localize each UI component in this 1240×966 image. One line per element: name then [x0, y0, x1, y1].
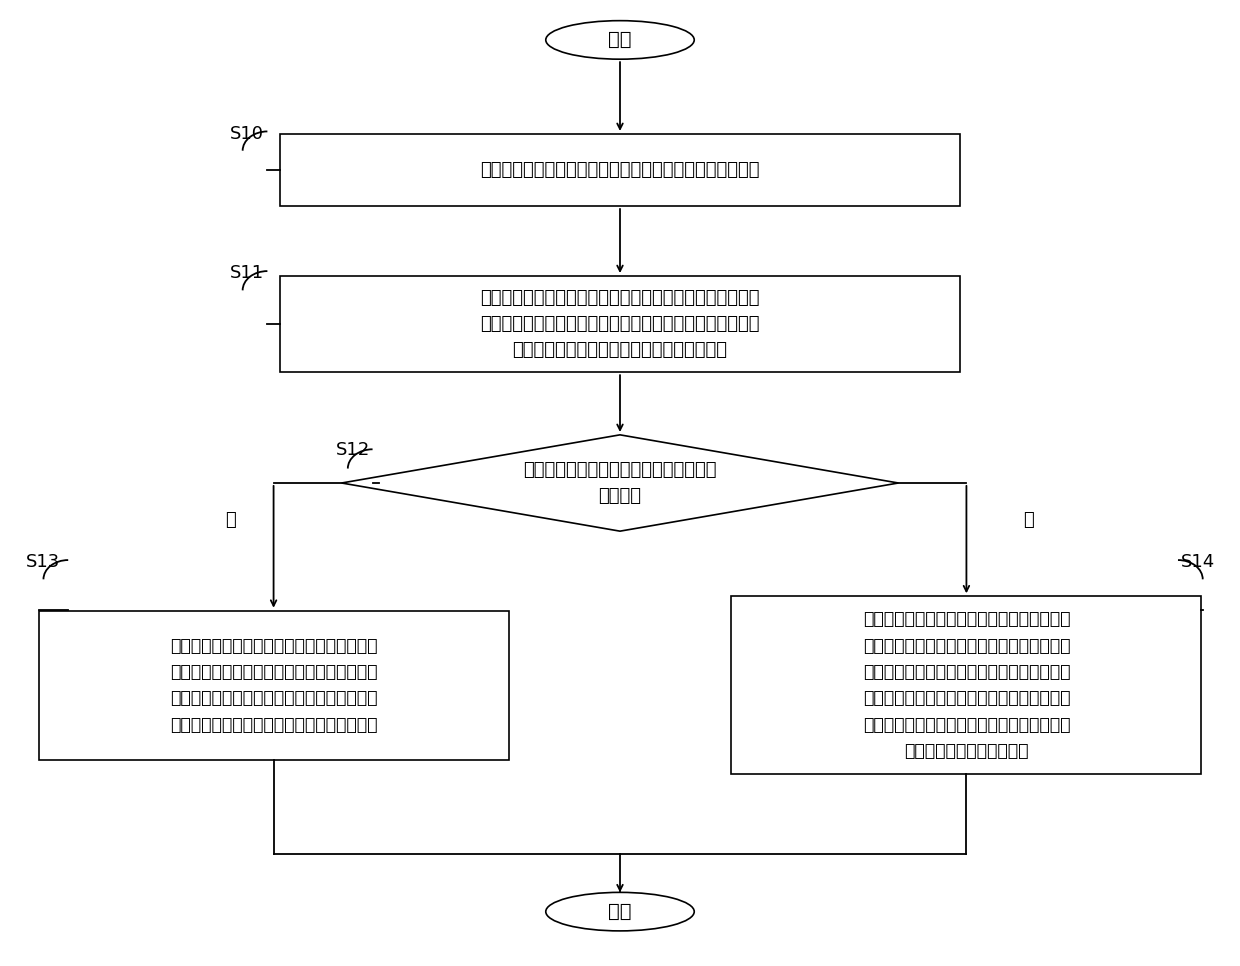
Text: 在第二时段开启时刻开始累计辐射累积量，当辐射累积量等
于第一辐射阈值时，启动一次灌溉，若在第一预设时长内未
启动灌溉，则在第一预设时长时启动一次灌溉: 在第二时段开启时刻开始累计辐射累积量，当辐射累积量等 于第一辐射阈值时，启动一次… — [480, 289, 760, 359]
Ellipse shape — [546, 20, 694, 59]
FancyBboxPatch shape — [38, 611, 508, 760]
Text: 否: 否 — [1023, 511, 1034, 528]
FancyBboxPatch shape — [280, 276, 960, 372]
Ellipse shape — [546, 893, 694, 931]
Text: S11: S11 — [231, 264, 264, 282]
Text: S13: S13 — [26, 553, 61, 571]
Text: 结束: 结束 — [609, 902, 631, 922]
Text: S12: S12 — [336, 441, 370, 459]
Text: 在第一时段内，在日出时刻后的第一预设时刻启动一次灌溉: 在第一时段内，在日出时刻后的第一预设时刻启动一次灌溉 — [480, 161, 760, 179]
Text: 在第三时段开启时刻判断当天的天气是否
为晴天？: 在第三时段开启时刻判断当天的天气是否 为晴天？ — [523, 461, 717, 505]
Text: 当辐射累积量等于第二辐射阈值时，启动灌溉
；每次灌溉后，控制灌溉的辐射累积量归零、
并重新开始计算灌溉的辐射累积量；在日落时
刻前的第二预设时刻时，终止整个灌溉: 当辐射累积量等于第二辐射阈值时，启动灌溉 ；每次灌溉后，控制灌溉的辐射累积量归零… — [170, 637, 377, 734]
Text: 开始: 开始 — [609, 30, 631, 49]
FancyBboxPatch shape — [732, 596, 1202, 775]
Text: 当辐射累积量等于第三辐射阈值时，启动灌溉
，若在第二预设时长内未启动灌溉，则在第二
预设时长时启动灌溉；每次灌溉后，控制辐射
累积量和计时时长均归零，并重新开始: 当辐射累积量等于第三辐射阈值时，启动灌溉 ，若在第二预设时长内未启动灌溉，则在第… — [863, 611, 1070, 760]
FancyBboxPatch shape — [280, 134, 960, 206]
Text: S14: S14 — [1180, 553, 1215, 571]
Polygon shape — [342, 435, 898, 531]
Text: 是: 是 — [224, 511, 236, 528]
Text: S10: S10 — [231, 126, 264, 143]
